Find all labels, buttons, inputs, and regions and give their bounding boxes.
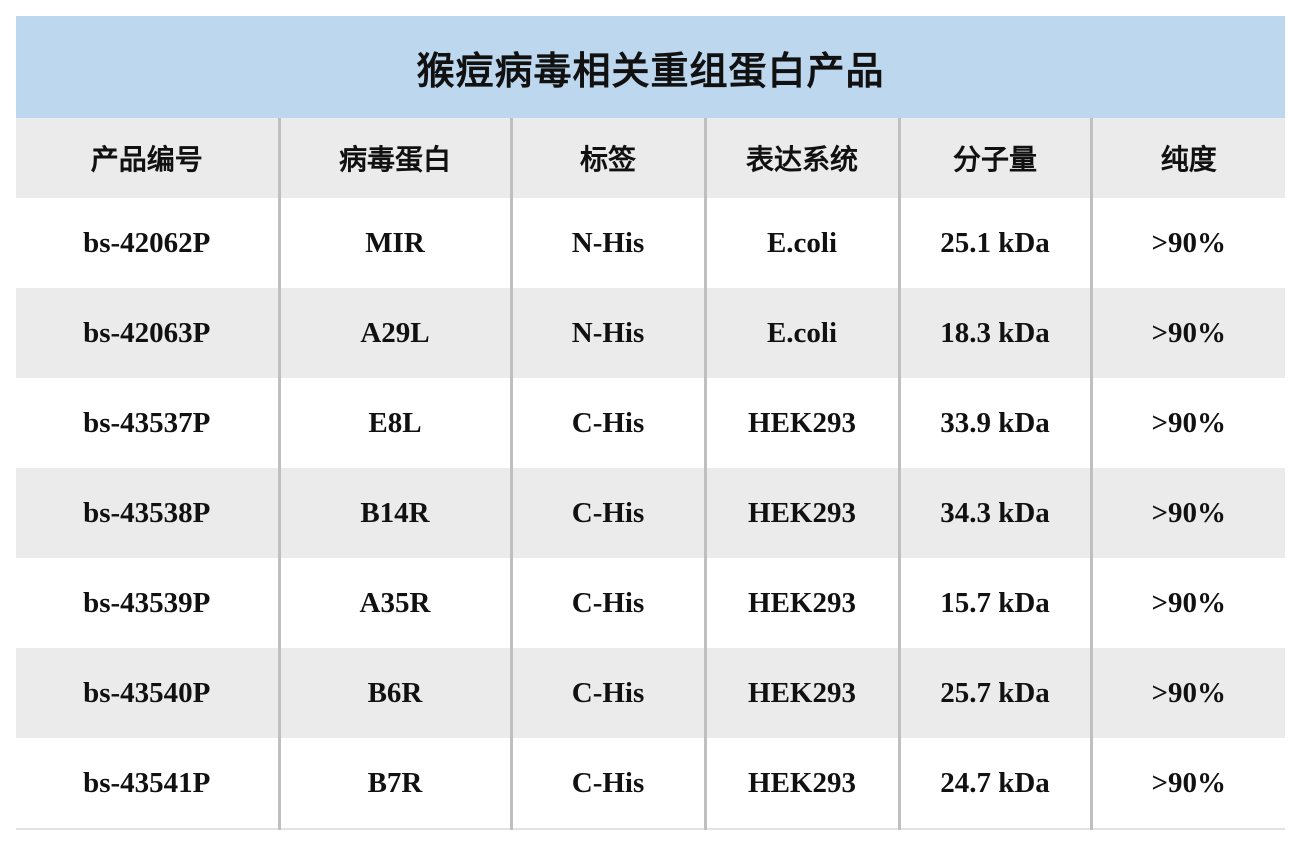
table-row: bs-43539P A35R C-His HEK293 15.7 kDa >90%: [16, 558, 1285, 648]
cell-tag: N-His: [509, 288, 705, 378]
cell-viral-protein: E8L: [277, 378, 511, 468]
cell-product-id: bs-43539P: [83, 586, 211, 619]
cell-tag: N-His: [509, 198, 705, 288]
product-table: 产品编号 病毒蛋白 标签 表达系统 分子量 纯度 bs-42062P MIR N-His E.c…: [16, 118, 1285, 830]
product-table-container: 猴痘病毒相关重组蛋白产品 产品编号 病毒蛋白 标签 表达系统 分子量 纯度 bs-4206…: [16, 16, 1285, 830]
cell-product-id: bs-43538P: [16, 468, 279, 558]
cell-product-id: bs-42063P: [16, 288, 279, 378]
cell-molecular-weight: 24.7 kDa: [897, 738, 1091, 830]
column-header-purity: 纯度: [1089, 118, 1285, 198]
cell-tag: C-His: [509, 648, 705, 738]
cell-product-id: bs-42062P: [83, 226, 211, 259]
cell-tag: C-His: [509, 468, 705, 558]
column-header-product-id: 产品编号: [16, 118, 279, 198]
header-row: 产品编号 病毒蛋白 标签 表达系统 分子量 纯度: [16, 118, 1285, 198]
cell-molecular-weight: 25.1 kDa: [897, 198, 1091, 288]
cell-product-id: bs-43537P: [83, 406, 211, 439]
cell-purity: >90%: [1089, 738, 1285, 830]
cell-viral-protein: A35R: [277, 558, 511, 648]
cell-purity: >90%: [1089, 378, 1285, 468]
cell-purity: >90%: [1089, 468, 1285, 558]
column-header-viral-protein: 病毒蛋白: [277, 118, 511, 198]
table-row: bs-43537P E8L C-His HEK293 33.9 kDa >90%: [16, 378, 1285, 468]
cell-purity: >90%: [1089, 558, 1285, 648]
table-row: bs-42062P MIR N-His E.coli 25.1 kDa >90%: [16, 198, 1285, 288]
table-row: bs-43541P B7R C-His HEK293 24.7 kDa >90%: [16, 738, 1285, 830]
column-header-molecular-weight: 分子量: [897, 118, 1091, 198]
cell-molecular-weight: 15.7 kDa: [897, 558, 1091, 648]
table-row: bs-43540P B6R C-His HEK293 25.7 kDa >90%: [16, 648, 1285, 738]
table-row: bs-43538P B14R C-His HEK293 34.3 kDa >90%: [16, 468, 1285, 558]
cell-purity: >90%: [1089, 288, 1285, 378]
cell-tag: C-His: [509, 738, 705, 830]
cell-purity: >90%: [1089, 648, 1285, 738]
cell-expression-system: HEK293: [703, 468, 899, 558]
cell-purity: >90%: [1089, 198, 1285, 288]
cell-molecular-weight: 34.3 kDa: [897, 468, 1091, 558]
cell-expression-system: HEK293: [703, 738, 899, 830]
cell-product-id: bs-43541P: [16, 738, 279, 830]
table-title: 猴痘病毒相关重组蛋白产品: [16, 16, 1285, 118]
cell-molecular-weight: 33.9 kDa: [897, 378, 1091, 468]
column-header-tag: 标签: [509, 118, 705, 198]
cell-viral-protein: B7R: [277, 738, 511, 830]
cell-tag: C-His: [509, 558, 705, 648]
cell-expression-system: HEK293: [703, 648, 899, 738]
table-row: bs-42063P A29L N-His E.coli 18.3 kDa >90%: [16, 288, 1285, 378]
cell-viral-protein: B6R: [277, 648, 511, 738]
column-header-expression-system: 表达系统: [703, 118, 899, 198]
cell-expression-system: E.coli: [703, 288, 899, 378]
cell-viral-protein: A29L: [277, 288, 511, 378]
cell-product-id: bs-43540P: [16, 648, 279, 738]
cell-expression-system: HEK293: [703, 558, 899, 648]
cell-expression-system: HEK293: [703, 378, 899, 468]
cell-viral-protein: MIR: [277, 198, 511, 288]
cell-molecular-weight: 18.3 kDa: [897, 288, 1091, 378]
cell-tag: C-His: [509, 378, 705, 468]
cell-viral-protein: B14R: [277, 468, 511, 558]
cell-molecular-weight: 25.7 kDa: [897, 648, 1091, 738]
cell-expression-system: E.coli: [703, 198, 899, 288]
